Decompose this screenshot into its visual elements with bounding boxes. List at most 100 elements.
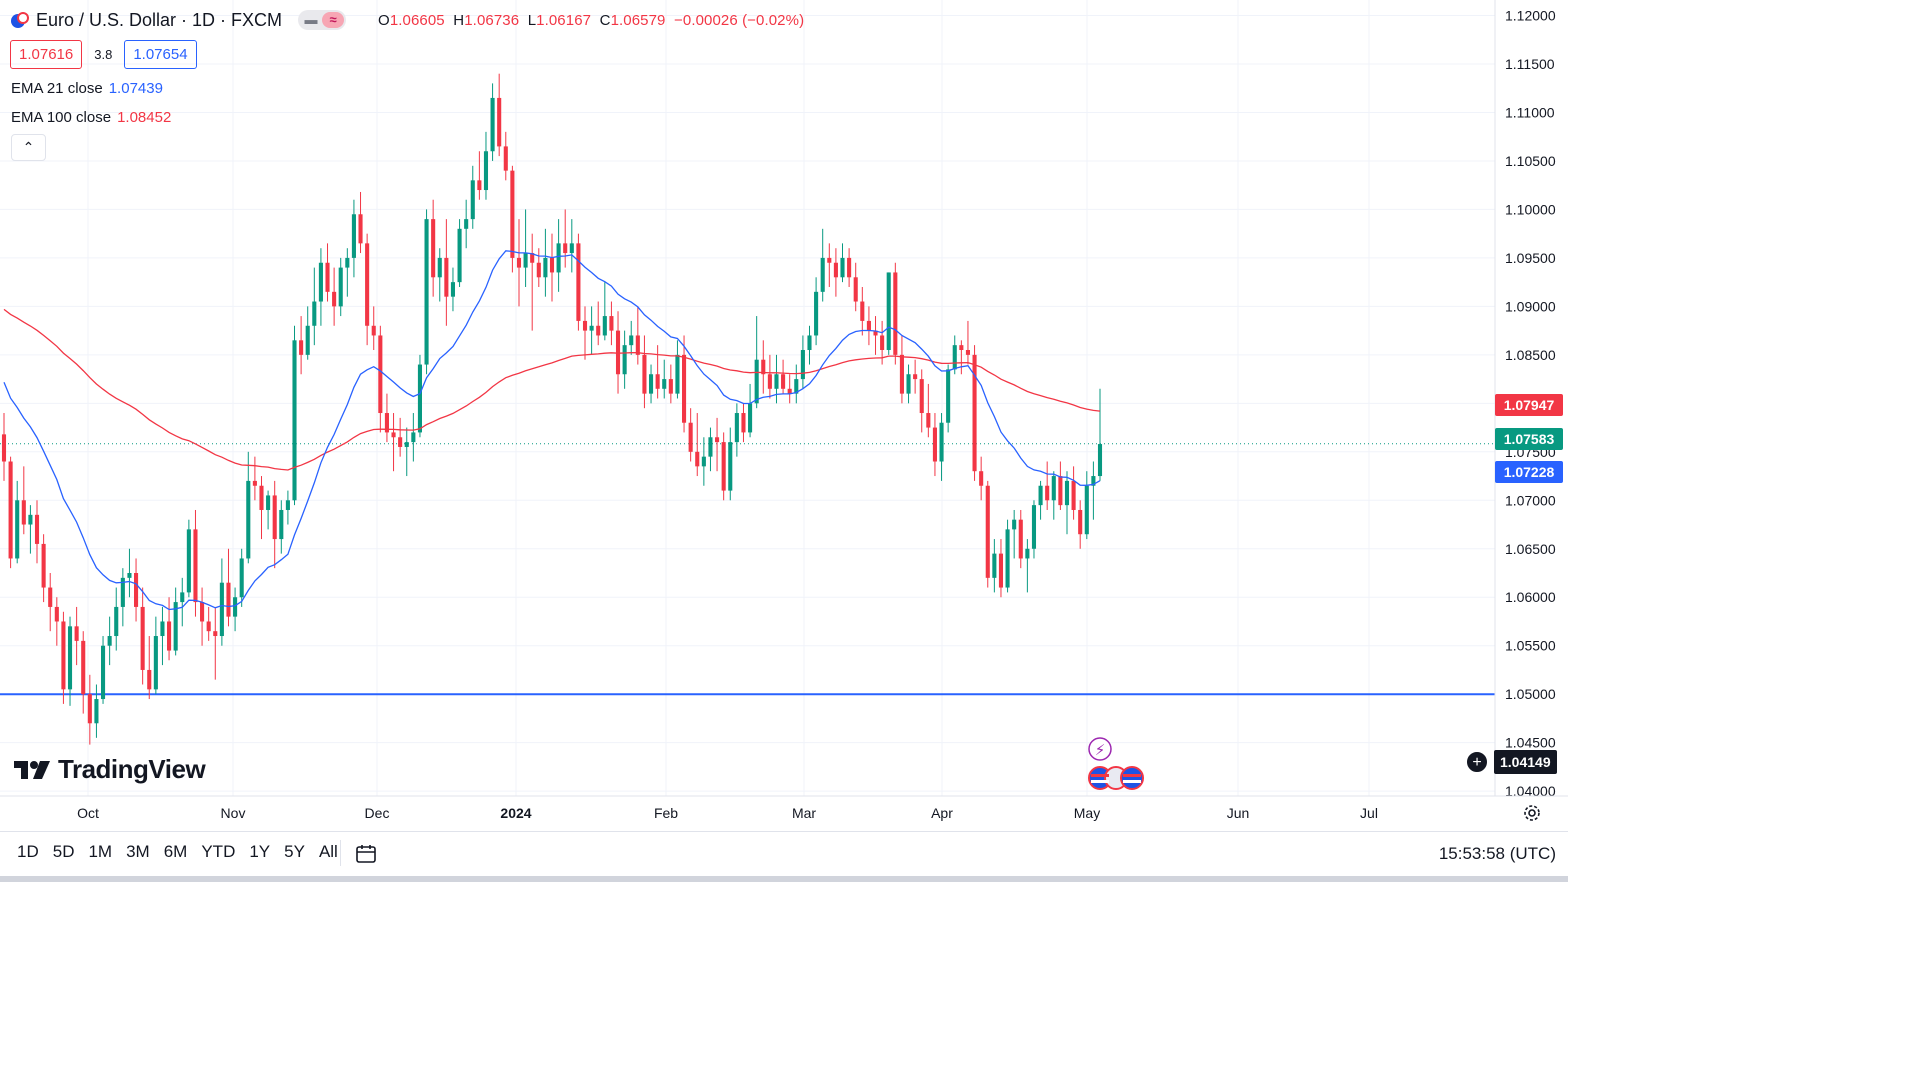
- ema21-legend[interactable]: EMA 21 close 1.07439: [11, 80, 163, 97]
- calendar-goto-icon[interactable]: [354, 842, 378, 866]
- candle: [1091, 461, 1096, 520]
- legend-toggle-pill[interactable]: ▬ ≈: [298, 10, 347, 30]
- candle: [979, 456, 984, 501]
- candle-body: [503, 146, 508, 171]
- candle: [147, 636, 152, 700]
- candle-body: [34, 514, 40, 544]
- range-button-6m[interactable]: 6M: [163, 842, 188, 861]
- candle-body: [965, 350, 970, 355]
- candle-body: [972, 354, 977, 472]
- candle-body: [662, 379, 667, 389]
- ema100-label: EMA 100 close: [11, 109, 112, 126]
- candle-body: [1005, 529, 1010, 588]
- range-button-5d[interactable]: 5D: [52, 842, 75, 861]
- price-chart[interactable]: 1.12000 1.11500 1.11000 1.10500 1.10000 1.095…: [0, 0, 1568, 831]
- candle: [602, 282, 607, 341]
- candle: [1012, 509, 1017, 559]
- candle-body: [959, 345, 964, 351]
- candle: [213, 606, 218, 680]
- range-button-5y[interactable]: 5Y: [284, 842, 305, 861]
- price-tick-label: 1.06000: [1505, 589, 1556, 605]
- pill-wave-icon[interactable]: ≈: [322, 12, 345, 28]
- range-button-1d[interactable]: 1D: [17, 842, 39, 861]
- candle: [523, 209, 528, 287]
- eurusd-flag-icon: [11, 12, 29, 28]
- range-button-ytd[interactable]: YTD: [201, 842, 236, 861]
- sell-price-button[interactable]: 1.07616: [10, 40, 83, 69]
- time-tick-label: Nov: [221, 805, 246, 821]
- candle: [1038, 480, 1043, 520]
- candle: [358, 191, 363, 254]
- us-flag-icon-2: [1120, 766, 1144, 790]
- candle-body: [1038, 485, 1043, 506]
- price-tick-label: 1.06500: [1505, 541, 1556, 557]
- candle-body: [246, 480, 251, 559]
- collapse-legend-button[interactable]: ⌃: [11, 134, 46, 161]
- time-tick-label: Jul: [1360, 805, 1378, 821]
- candle-body: [840, 257, 845, 278]
- price-tick-label: 1.05500: [1505, 638, 1556, 654]
- candle-body: [351, 214, 356, 258]
- range-button-all[interactable]: All: [318, 842, 338, 861]
- candle: [728, 427, 733, 501]
- candle-body: [8, 461, 13, 559]
- event-markers: ⚡: [1088, 737, 1144, 790]
- crosshair-price[interactable]: + 1.04149: [1466, 750, 1557, 774]
- candle-body: [1097, 444, 1103, 477]
- ema100-value: 1.08452: [117, 109, 172, 126]
- candle-body: [61, 621, 66, 690]
- candle: [873, 316, 878, 355]
- pill-bars-icon[interactable]: ▬: [304, 12, 318, 27]
- plus-icon[interactable]: +: [1466, 751, 1488, 773]
- candle-body: [180, 592, 185, 603]
- candle: [292, 325, 297, 506]
- candle-body: [1018, 519, 1023, 559]
- utc-clock[interactable]: 15:53:58 (UTC): [1438, 844, 1556, 863]
- price-tick-label: 1.04000: [1505, 783, 1556, 799]
- candle: [1078, 500, 1083, 549]
- candle-body: [1071, 480, 1076, 510]
- candle-body: [761, 359, 766, 375]
- candle: [701, 437, 706, 486]
- range-button-3m[interactable]: 3M: [126, 842, 150, 861]
- candle-body: [1051, 476, 1056, 501]
- buy-price-button[interactable]: 1.07654: [124, 40, 197, 69]
- candle-body: [325, 262, 330, 292]
- candle-body: [913, 374, 918, 380]
- candle: [582, 306, 588, 360]
- price-tick-label: 1.04500: [1505, 735, 1556, 751]
- candle: [913, 359, 918, 394]
- candle-body: [576, 243, 581, 321]
- candle: [556, 219, 561, 292]
- flash-glyph: ⚡: [1095, 741, 1106, 759]
- candle-body: [708, 437, 713, 457]
- range-button-1y[interactable]: 1Y: [249, 842, 271, 861]
- symbol-title[interactable]: Euro / U.S. Dollar · 1D · FXCM: [36, 9, 283, 30]
- settings-gear-icon[interactable]: [1521, 802, 1543, 824]
- ema100-legend[interactable]: EMA 100 close 1.08452: [11, 109, 171, 126]
- candle-body: [28, 514, 33, 525]
- bottom-toolbar: 1D 5D 1M 3M 6M YTD 1Y 5Y All 15:53:58 (UTC): [0, 831, 1568, 876]
- candle: [899, 335, 904, 404]
- candle-body: [15, 500, 20, 559]
- tradingview-logo[interactable]: TradingView: [14, 754, 206, 785]
- candle-body: [81, 640, 86, 695]
- candle-body: [609, 316, 614, 331]
- candle: [734, 403, 739, 457]
- candle: [1058, 461, 1063, 510]
- candle-body: [391, 432, 396, 438]
- candle-body: [807, 335, 812, 351]
- candle-body: [318, 262, 323, 302]
- candle: [662, 359, 667, 399]
- candle-body: [655, 374, 660, 389]
- candle: [1045, 461, 1050, 510]
- candle: [721, 432, 726, 501]
- candle: [635, 306, 640, 365]
- range-button-1m[interactable]: 1M: [88, 842, 113, 861]
- candle: [530, 233, 535, 331]
- ema21-line: [3, 250, 1101, 611]
- candle-body: [299, 340, 304, 355]
- candle-body: [1031, 505, 1037, 549]
- candle-body: [1064, 480, 1070, 506]
- candle: [404, 427, 409, 477]
